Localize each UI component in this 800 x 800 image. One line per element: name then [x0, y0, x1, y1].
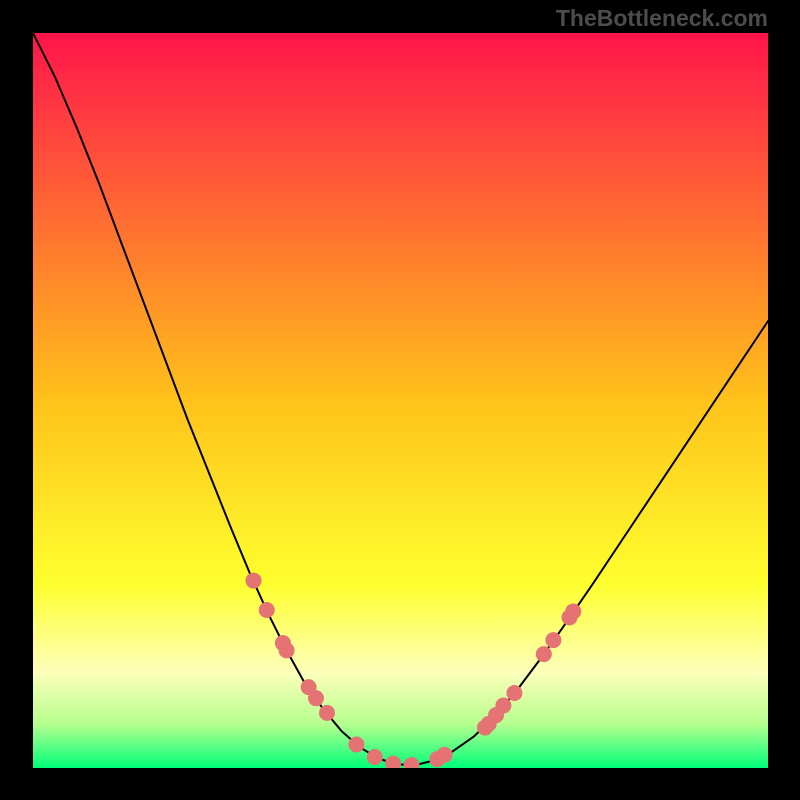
curve-marker [348, 736, 364, 752]
curve-marker [536, 646, 552, 662]
curve-marker [545, 632, 561, 648]
curve-marker [308, 690, 324, 706]
gradient-background [33, 33, 768, 768]
bottleneck-curve-chart [33, 33, 768, 768]
curve-marker [279, 642, 295, 658]
curve-marker [319, 705, 335, 721]
curve-marker [495, 698, 511, 714]
curve-marker [367, 749, 383, 765]
curve-marker [259, 602, 275, 618]
curve-marker [565, 603, 581, 619]
curve-marker [246, 573, 262, 589]
curve-marker [506, 685, 522, 701]
watermark-text: TheBottleneck.com [556, 5, 768, 32]
curve-marker [437, 747, 453, 763]
